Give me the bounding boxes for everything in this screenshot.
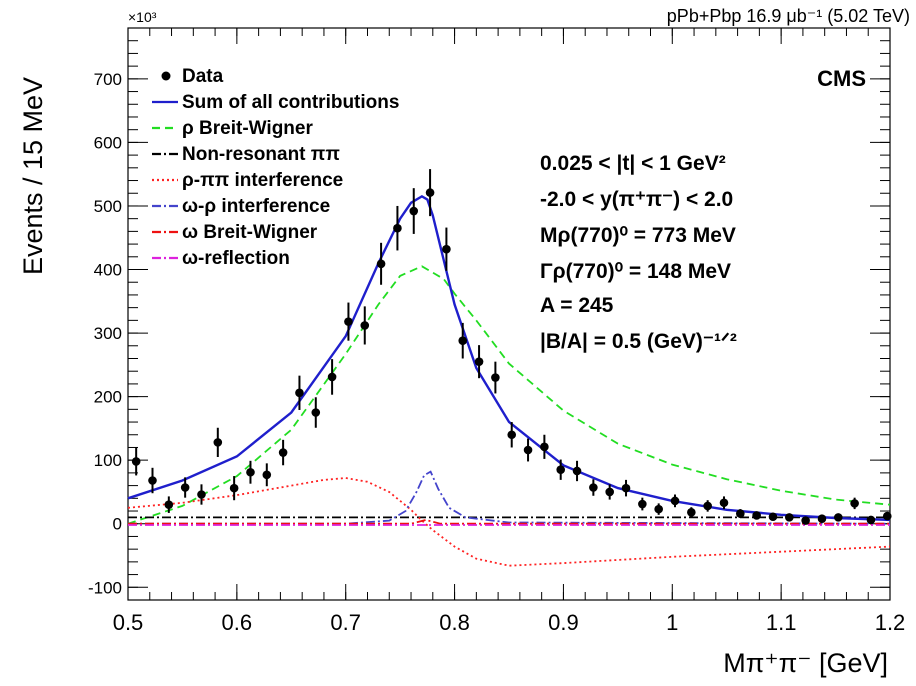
data-point <box>589 483 598 492</box>
data-point <box>327 372 337 382</box>
data-point <box>180 483 190 492</box>
data-point <box>523 445 533 455</box>
x-axis-title: Mπ⁺π⁻ [GeV] <box>723 648 888 678</box>
y-tick-label: 300 <box>94 324 122 343</box>
x-tick-label: 0.6 <box>222 610 253 635</box>
data-point <box>409 206 419 216</box>
data-point <box>670 496 680 506</box>
legend-label: ρ-ππ interference <box>182 170 343 191</box>
y-tick-label: 700 <box>94 70 122 89</box>
series-line <box>127 195 891 522</box>
y-tick-label: 100 <box>94 451 122 470</box>
data-point <box>491 373 500 382</box>
data-point <box>197 490 206 499</box>
series-line <box>127 265 891 525</box>
data-point <box>344 317 353 326</box>
data-point <box>425 188 435 197</box>
fit-curves <box>127 195 891 567</box>
data-point <box>768 512 778 522</box>
x-tick-label: 0.7 <box>330 610 361 635</box>
axis-tick-labels: 0.5 0.6 0.7 0.8 0.9 1 1.1 1.2 -100 0 100 200 300 400 5… <box>88 70 905 635</box>
data-point <box>262 470 272 480</box>
x-tick-label: 1.2 <box>875 610 906 635</box>
legend: Data Sum of all contributions ρ Breit-Wign… <box>152 66 399 269</box>
data-point <box>148 476 157 485</box>
data-point <box>882 511 892 521</box>
data-point <box>801 516 810 525</box>
y-tick-label: -100 <box>88 578 122 597</box>
data-point <box>393 223 402 233</box>
legend-label: ω-ρ interference <box>182 196 330 217</box>
data-point <box>474 357 484 366</box>
data-point <box>164 500 174 509</box>
legend-label: ρ Breit-Wigner <box>182 118 313 139</box>
x-tick-label: 1 <box>666 610 678 635</box>
data-point <box>605 487 614 497</box>
data-point <box>131 457 141 466</box>
y-tick-label: 500 <box>94 197 122 216</box>
legend-label: Sum of all contributions <box>182 92 399 113</box>
data-point <box>687 507 696 517</box>
data-point <box>736 509 745 518</box>
series-line <box>128 518 890 525</box>
legend-marker <box>161 71 171 81</box>
data-point <box>458 336 468 345</box>
data-point <box>654 504 663 514</box>
series-line <box>127 477 891 567</box>
annotation-b-over-a: |B/A| = 0.5 (GeV)⁻¹ᐟ² <box>540 330 737 353</box>
annotation-rho-width: Γρ(770)⁰ = 148 MeV <box>540 260 731 283</box>
data-point <box>719 498 729 508</box>
y-axis-title: Events / 15 MeV <box>18 77 48 275</box>
data-point <box>540 442 549 452</box>
experiment-label: CMS <box>817 66 866 91</box>
dataset-label: pPb+Pbp 16.9 μb⁻¹ (5.02 TeV) <box>667 6 910 26</box>
legend-label: ω-reflection <box>182 248 290 269</box>
y-tick-label: 200 <box>94 388 122 407</box>
data-point <box>507 430 517 440</box>
data-point <box>621 483 631 493</box>
legend-label: Non-resonant ππ <box>182 144 340 165</box>
series-line <box>128 470 891 525</box>
y-tick-label: 0 <box>113 515 122 534</box>
legend-label: ω Breit-Wigner <box>182 222 318 243</box>
y-tick-label: 400 <box>94 261 122 280</box>
annotation-rho-mass: Mρ(770)⁰ = 773 MeV <box>540 224 736 247</box>
data-point <box>376 259 386 269</box>
data-point <box>295 388 304 398</box>
data-point <box>703 501 712 511</box>
data-point <box>850 499 859 508</box>
plot-frame <box>127 27 891 601</box>
fit-annotations: 0.025 < |t| < 1 GeV² -2.0 < y(π⁺π⁻) < 2.… <box>540 152 737 353</box>
data-point <box>817 514 827 523</box>
x-tick-label: 1.1 <box>766 610 797 635</box>
annotation-t-range: 0.025 < |t| < 1 GeV² <box>540 152 726 175</box>
data-point <box>638 499 647 509</box>
data-point <box>311 408 321 417</box>
data-points <box>131 169 892 525</box>
x-tick-label: 0.9 <box>548 610 579 635</box>
annotation-a: A = 245 <box>540 294 614 317</box>
data-point <box>785 513 794 522</box>
data-point <box>442 244 451 254</box>
data-point <box>213 438 223 447</box>
annotation-y-range: -2.0 < y(π⁺π⁻) < 2.0 <box>540 188 733 211</box>
data-point <box>278 448 288 457</box>
data-point <box>572 466 582 476</box>
x-tick-label: 0.5 <box>113 610 144 635</box>
y-multiplier: ×10³ <box>128 9 157 25</box>
y-tick-label: 600 <box>94 133 122 152</box>
x-tick-label: 0.8 <box>439 610 470 635</box>
data-point <box>752 511 761 520</box>
data-point <box>866 515 876 525</box>
data-point <box>360 321 370 330</box>
data-point <box>833 513 843 522</box>
data-point <box>246 467 255 477</box>
data-point <box>229 483 239 493</box>
legend-label: Data <box>182 66 224 87</box>
data-point <box>556 465 566 475</box>
